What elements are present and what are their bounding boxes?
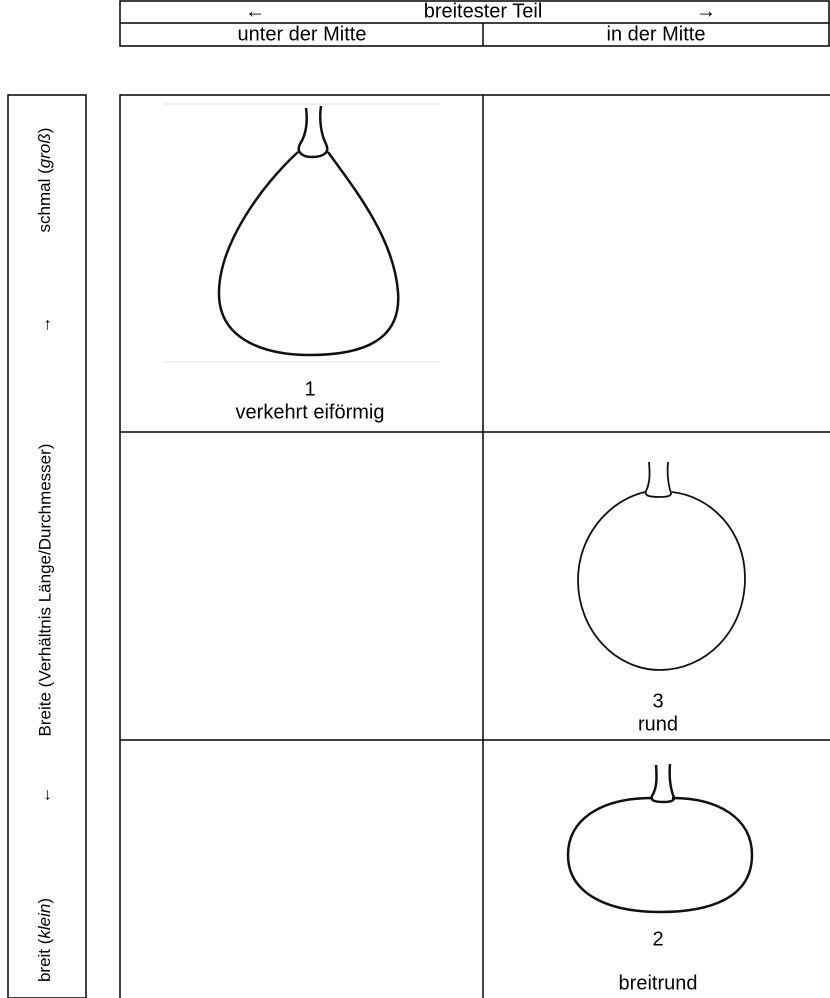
header-table: ← breitester Teil → unter der Mitte in d… (119, 0, 830, 47)
outline (577, 491, 746, 671)
shape-obovate (165, 103, 440, 363)
narrow-label: schmal (groß) (35, 128, 54, 233)
text: schmal ( (35, 168, 54, 233)
shape-label: rund (638, 713, 678, 735)
shape-number: 3 (652, 690, 663, 712)
stem (644, 461, 672, 498)
side-label: schmal (groß) → Breite (Verhältnis Länge… (7, 94, 87, 998)
column-label: unter der Mitte (238, 23, 367, 45)
shape-round (577, 461, 746, 671)
shape-broad-round (566, 763, 754, 914)
up-arrow: → (35, 317, 54, 334)
text: ) (35, 128, 54, 134)
shape-number: 2 (652, 928, 663, 950)
shape-number: 1 (304, 378, 315, 400)
wide-label: breit (klein) (35, 898, 54, 982)
outline (217, 151, 400, 357)
header-title: breitester Teil (424, 0, 543, 22)
text: breit ( (35, 938, 54, 982)
grid-frame (119, 94, 830, 998)
side-frame (7, 94, 87, 998)
shape-label: verkehrt eiförmig (236, 401, 385, 423)
text: ) (35, 898, 54, 904)
outline (566, 796, 754, 914)
left-arrow: ← (245, 0, 265, 22)
down-arrow: ← (35, 787, 54, 804)
text: klein (35, 904, 54, 939)
text: groß (35, 133, 54, 168)
stem (297, 105, 329, 159)
stem (650, 763, 676, 804)
column-label: in der Mitte (607, 23, 706, 45)
grid (119, 94, 830, 998)
right-arrow: → (696, 0, 716, 22)
axis-label: Breite (Verhältnis Länge/Durchmesser) (35, 444, 54, 737)
shape-label: breitrund (619, 972, 698, 994)
